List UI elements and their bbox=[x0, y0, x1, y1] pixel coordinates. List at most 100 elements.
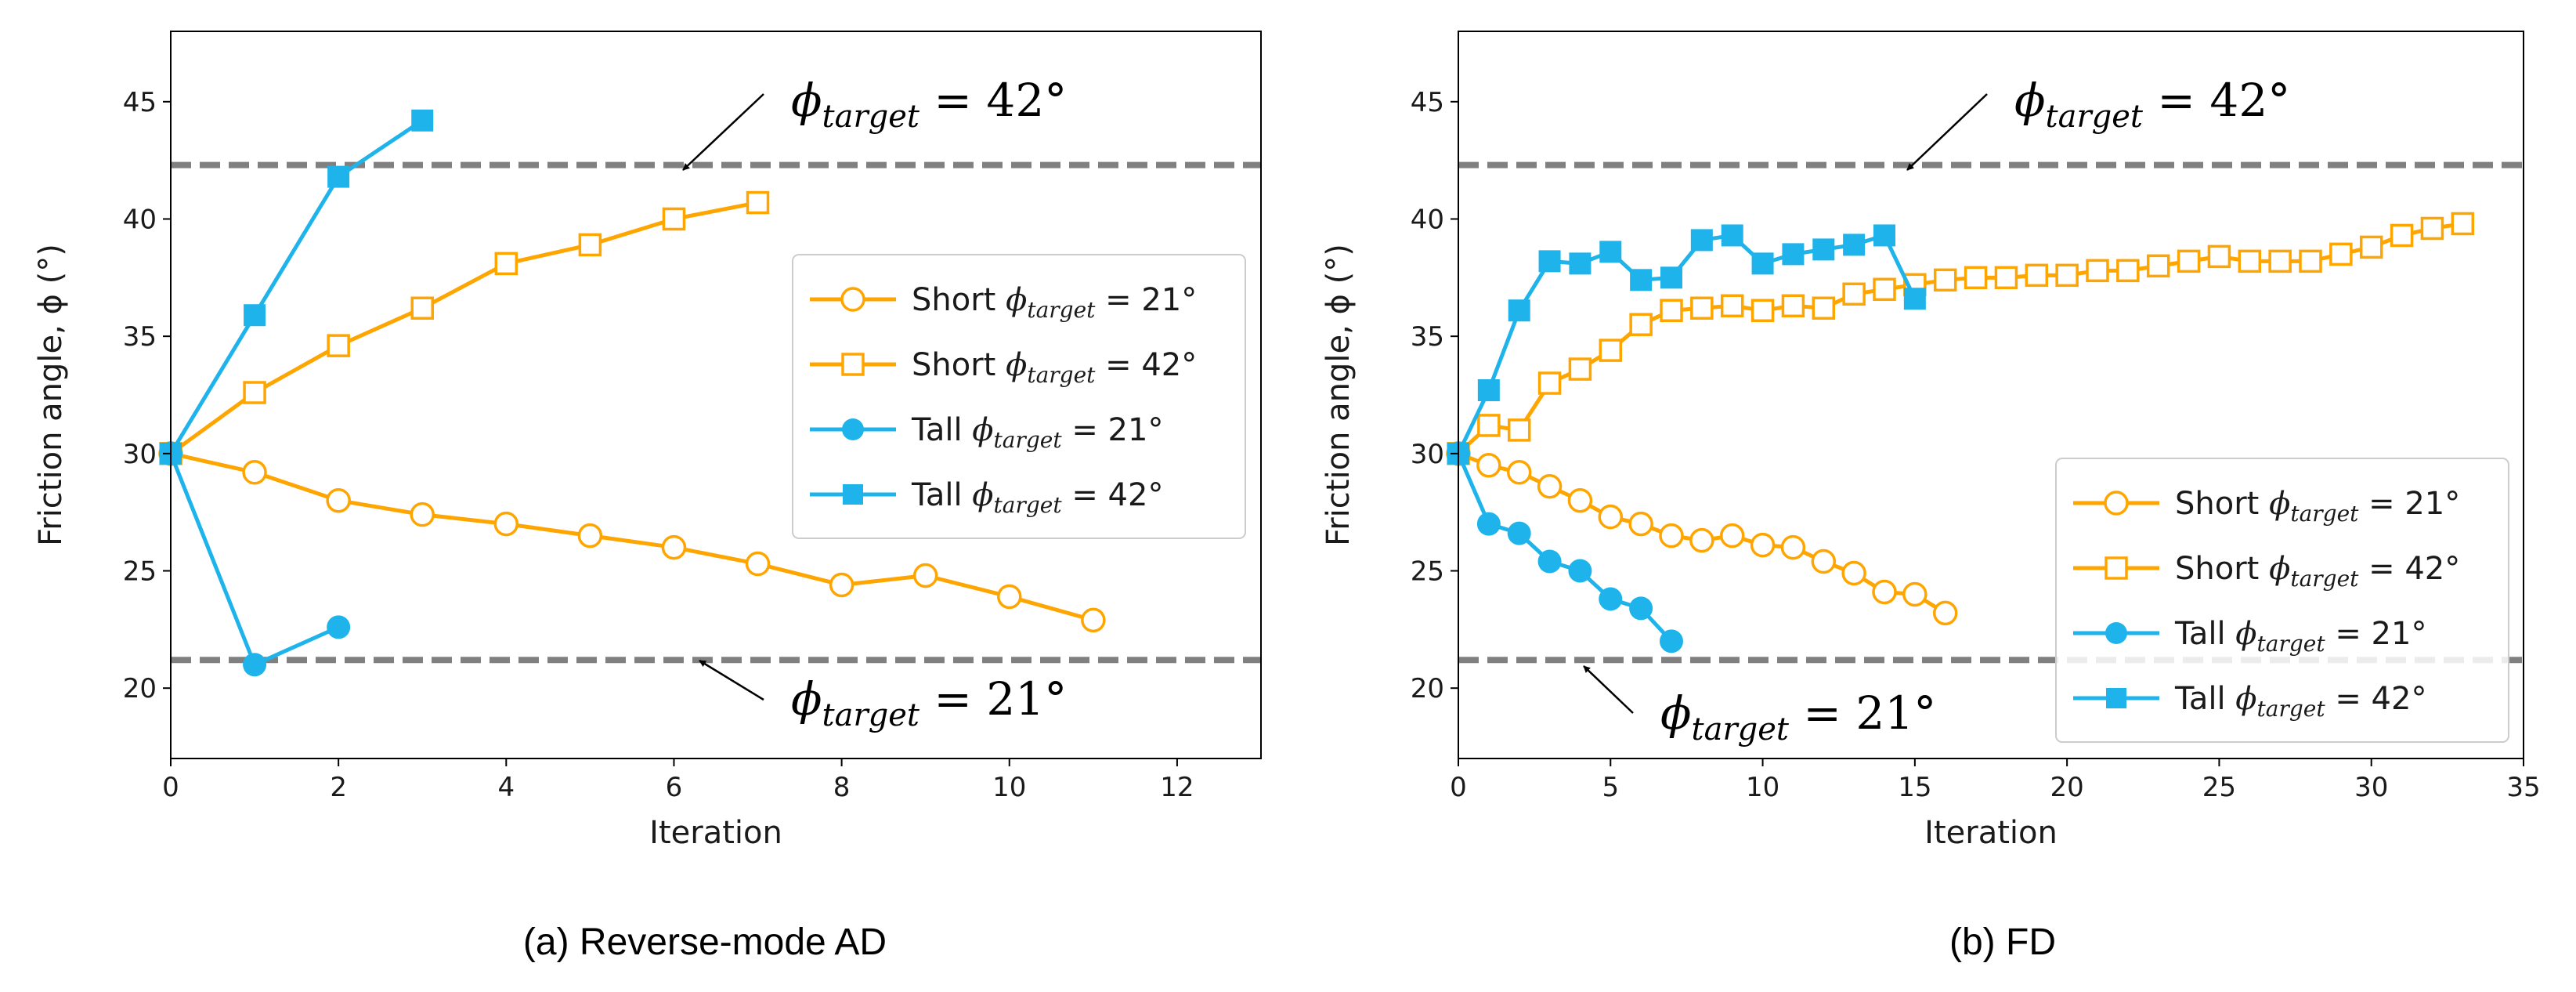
data-point bbox=[1719, 523, 1745, 548]
panel-fd: 0 5 10 15 20 25 30 35 20 25 30 35 40 45 Iteration Fr… bbox=[1321, 31, 2541, 963]
data-point bbox=[2329, 242, 2353, 266]
data-point bbox=[493, 511, 519, 537]
data-point bbox=[1750, 299, 1775, 322]
data-point bbox=[2268, 249, 2292, 273]
legend-marker bbox=[842, 418, 864, 440]
x-tick-label: 4 bbox=[497, 772, 515, 803]
data-point bbox=[1628, 511, 1653, 537]
legend-marker bbox=[2104, 491, 2129, 516]
data-point bbox=[1660, 266, 1682, 289]
caption-a: (a) Reverse-mode AD bbox=[523, 921, 887, 963]
data-point bbox=[1933, 268, 1957, 292]
x-axis-label: Iteration bbox=[649, 815, 782, 851]
data-point bbox=[1811, 548, 1837, 574]
legend-marker bbox=[841, 353, 865, 376]
data-point bbox=[1690, 229, 1713, 252]
y-tick-label: 40 bbox=[1411, 204, 1444, 235]
data-point bbox=[1690, 296, 1714, 320]
annotation-arrow bbox=[682, 93, 764, 171]
series-tall-target-42 bbox=[160, 109, 434, 465]
data-point bbox=[1569, 252, 1591, 275]
series-tall-target-21 bbox=[1447, 441, 1683, 653]
data-point bbox=[1782, 243, 1805, 266]
legend-marker bbox=[2105, 556, 2128, 580]
data-point bbox=[411, 109, 434, 132]
legend-box bbox=[2055, 458, 2509, 743]
data-point bbox=[1477, 414, 1501, 437]
y-tick-label: 45 bbox=[123, 87, 157, 118]
annotation-arrow bbox=[1583, 665, 1634, 714]
data-point bbox=[326, 487, 351, 513]
data-point bbox=[1721, 224, 1743, 247]
series-line bbox=[168, 452, 340, 667]
data-point bbox=[1843, 234, 1866, 256]
data-point bbox=[1872, 579, 1897, 605]
data-point bbox=[1508, 299, 1530, 322]
series-tall-target-42 bbox=[1447, 224, 1926, 465]
legend-marker bbox=[843, 484, 863, 505]
data-point bbox=[1660, 299, 1683, 322]
x-axis-label: Iteration bbox=[1924, 815, 2058, 851]
target-annotation: ϕtarget = 42° bbox=[2014, 74, 2290, 135]
data-point bbox=[1932, 600, 1958, 626]
x-tick-label: 6 bbox=[666, 772, 683, 803]
x-tick-label: 5 bbox=[1602, 772, 1619, 803]
data-point bbox=[1781, 294, 1805, 317]
data-point bbox=[1507, 521, 1531, 545]
data-point bbox=[1538, 250, 1561, 273]
data-point bbox=[1537, 549, 1562, 574]
y-tick-label: 25 bbox=[123, 556, 157, 588]
data-point bbox=[2390, 223, 2414, 248]
y-tick-label: 35 bbox=[123, 321, 157, 353]
y-tick-label: 25 bbox=[1411, 556, 1444, 588]
target-annotation: ϕtarget = 21° bbox=[791, 672, 1067, 733]
data-point bbox=[2420, 216, 2444, 241]
x-tick-label: 20 bbox=[2050, 772, 2084, 803]
x-tick-label: 10 bbox=[992, 772, 1026, 803]
data-point bbox=[1812, 238, 1835, 261]
data-point bbox=[1841, 560, 1866, 586]
data-point bbox=[410, 501, 435, 527]
y-tick-label: 40 bbox=[123, 204, 157, 235]
data-point bbox=[1994, 266, 2018, 290]
legend-marker bbox=[2106, 688, 2126, 708]
data-point bbox=[243, 653, 267, 677]
y-axis-label: Friction angle, ϕ (°) bbox=[1321, 244, 1357, 546]
data-point bbox=[578, 233, 602, 257]
data-point bbox=[1780, 534, 1806, 560]
data-point bbox=[1751, 252, 1774, 275]
target-annotation: ϕtarget = 21° bbox=[1660, 686, 1936, 748]
data-point bbox=[2025, 263, 2049, 288]
data-point bbox=[2146, 254, 2170, 278]
data-point bbox=[997, 584, 1022, 610]
data-point bbox=[1507, 418, 1531, 442]
data-point bbox=[1629, 596, 1653, 621]
legend-label: Tall ϕtarget = 42° bbox=[911, 477, 1163, 518]
x-tick-label: 25 bbox=[2202, 772, 2236, 803]
legend-marker bbox=[840, 287, 865, 312]
data-point bbox=[2207, 244, 2231, 269]
legend-entry: Tall ϕtarget = 21° bbox=[2073, 616, 2426, 657]
data-point bbox=[2055, 263, 2079, 288]
y-tick-label: 20 bbox=[123, 673, 157, 704]
data-point bbox=[662, 207, 686, 231]
data-point bbox=[1568, 559, 1592, 583]
y-tick-label: 35 bbox=[1411, 321, 1444, 353]
legend-label: Tall ϕtarget = 21° bbox=[2174, 616, 2426, 657]
series-line bbox=[170, 451, 1094, 622]
data-point bbox=[1477, 379, 1500, 402]
series-line bbox=[169, 201, 759, 455]
legend-label: Tall ϕtarget = 42° bbox=[2174, 681, 2426, 722]
x-tick-label: 12 bbox=[1160, 772, 1194, 803]
data-point bbox=[1568, 357, 1592, 381]
caption-b: (b) FD bbox=[1949, 921, 2056, 963]
data-point bbox=[2238, 249, 2262, 273]
data-point bbox=[1598, 504, 1624, 530]
series-line bbox=[1456, 233, 1917, 454]
legend-entry: Tall ϕtarget = 42° bbox=[2073, 681, 2426, 722]
legend-box bbox=[792, 254, 1246, 539]
data-point bbox=[1842, 282, 1866, 306]
x-tick-label: 8 bbox=[833, 772, 851, 803]
data-point bbox=[2299, 249, 2322, 273]
y-tick-label: 20 bbox=[1411, 673, 1444, 704]
